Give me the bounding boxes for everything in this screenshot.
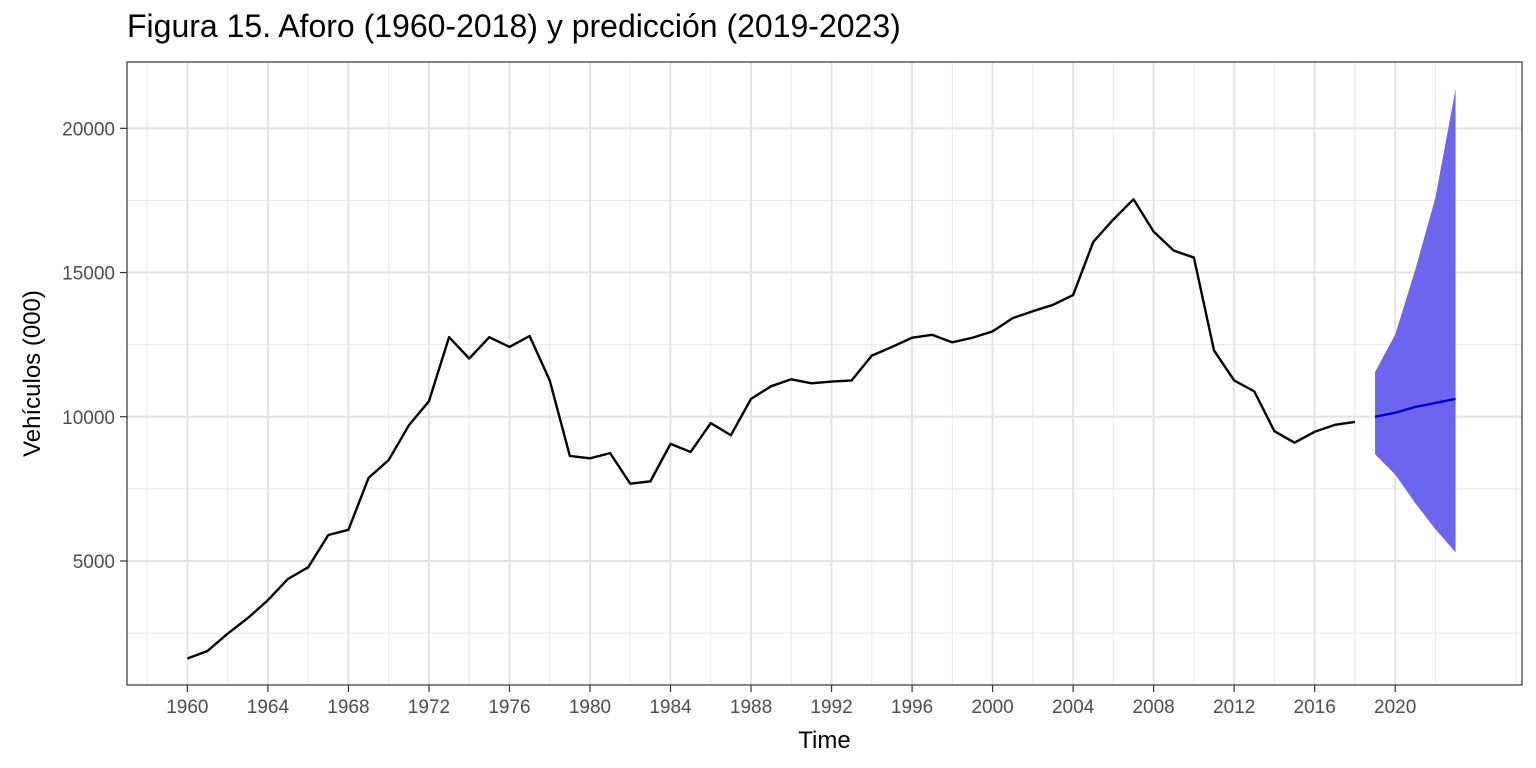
y-axis: 5000 10000 15000 20000 <box>62 119 127 573</box>
x-tick-label: 2000 <box>971 697 1013 718</box>
x-tick-label: 2008 <box>1132 697 1174 718</box>
major-gridlines <box>127 62 1522 685</box>
chart-title: Figura 15. Aforo (1960-2018) y predicció… <box>127 8 901 44</box>
x-tick-label: 2012 <box>1213 697 1255 718</box>
x-tick-label: 1980 <box>569 697 611 718</box>
panel-border <box>126 61 1523 686</box>
observed-series-line <box>186 198 1356 660</box>
x-tick-label: 1968 <box>327 697 369 718</box>
series-lines <box>186 198 1456 660</box>
x-tick-label: 1984 <box>649 697 692 718</box>
x-tick-label: 1992 <box>810 697 852 718</box>
x-tick-label: 1960 <box>166 697 208 718</box>
x-tick-label: 2020 <box>1374 697 1416 718</box>
forecast-band-layer <box>1375 89 1456 553</box>
y-tick-label: 5000 <box>73 552 115 573</box>
x-tick-label: 1964 <box>247 697 290 718</box>
x-tick-label: 1996 <box>891 697 933 718</box>
x-tick-label: 2016 <box>1294 697 1336 718</box>
y-tick-label: 20000 <box>62 119 115 140</box>
minor-gridlines <box>127 62 1522 685</box>
x-tick-label: 2004 <box>1052 697 1095 718</box>
x-axis: 1960 1964 1968 1972 1976 1980 1984 1988 1992 1996… <box>166 685 1416 718</box>
x-tick-label: 1988 <box>730 697 772 718</box>
forecast-series-line <box>1374 397 1456 418</box>
y-tick-label: 10000 <box>62 408 115 429</box>
x-tick-label: 1976 <box>488 697 530 718</box>
x-axis-title: Time <box>798 727 850 754</box>
forecast-interval-band <box>1375 89 1456 553</box>
y-axis-title: Vehículos (000) <box>19 290 46 457</box>
x-tick-label: 1972 <box>408 697 450 718</box>
y-tick-label: 15000 <box>62 264 115 285</box>
